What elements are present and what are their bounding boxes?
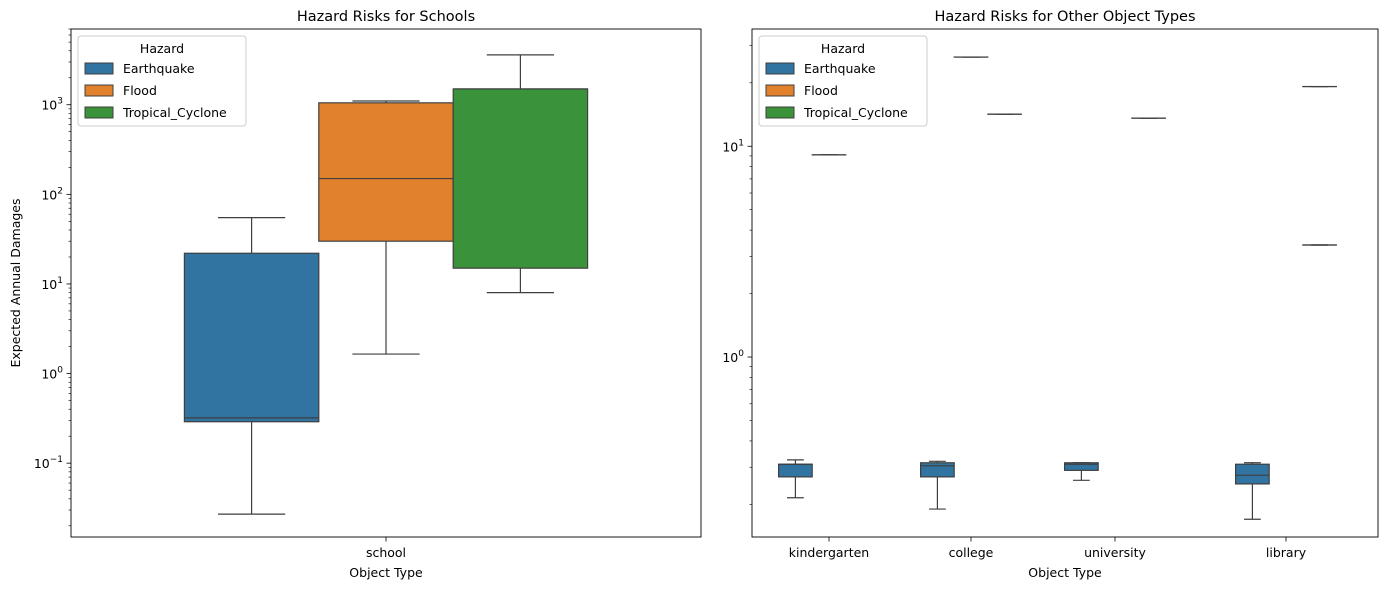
chart-title: Hazard Risks for Other Object Types xyxy=(934,9,1195,25)
y-tick-label: 10−1 xyxy=(34,455,63,471)
box-earthquake-school xyxy=(183,217,320,515)
legend-title: Hazard xyxy=(821,41,865,56)
legend: Hazard Earthquake Flood Tropical_Cyclone xyxy=(758,35,928,127)
x-axis-label: Object Type xyxy=(349,565,423,580)
legend-label: Flood xyxy=(123,83,157,98)
legend-swatch-earthquake xyxy=(765,62,795,75)
box-body xyxy=(777,463,813,478)
x-tick-label: library xyxy=(1266,545,1307,560)
box-body xyxy=(318,102,454,242)
plot-frame xyxy=(751,28,1379,538)
x-axis-label: Object Type xyxy=(1028,565,1102,580)
x-tick-label: university xyxy=(1084,545,1146,560)
box-earthquake-college xyxy=(919,460,955,510)
box-body xyxy=(452,88,589,269)
legend-swatch-tropical-cyclone xyxy=(84,106,114,119)
legend-label: Tropical_Cyclone xyxy=(122,105,227,120)
legend: Hazard Earthquake Flood Tropical_Cyclone xyxy=(77,35,247,127)
box-body xyxy=(183,252,320,423)
box-tropical-cyclone-school xyxy=(452,54,589,294)
x-tick-label: kindergarten xyxy=(789,545,869,560)
legend-title: Hazard xyxy=(140,41,184,56)
x-tick-label: college xyxy=(949,545,994,560)
legend-swatch-tropical-cyclone xyxy=(765,106,795,119)
box-flood-school xyxy=(318,100,454,355)
chart-panel-1: 10−1 100 101 102 103 school Hazard Risks for S… xyxy=(8,9,702,580)
x-tick-label: school xyxy=(366,545,406,560)
y-tick-label: 100 xyxy=(41,366,63,382)
legend-swatch-flood xyxy=(765,84,795,97)
legend-label: Flood xyxy=(804,83,838,98)
legend-swatch-earthquake xyxy=(84,62,114,75)
box-earthquake-kindergarten xyxy=(777,459,813,499)
y-tick-label: 102 xyxy=(41,186,63,202)
chart-title: Hazard Risks for Schools xyxy=(297,9,475,25)
box-body xyxy=(1234,463,1270,485)
legend-frame xyxy=(77,35,247,127)
y-axis-label: Expected Annual Damages xyxy=(8,199,23,368)
y-tick-label: 103 xyxy=(41,97,63,113)
box-earthquake-library xyxy=(1234,462,1270,520)
chart-panel-2: 100 101 kindergarten college university libra… xyxy=(722,9,1379,580)
legend-label: Earthquake xyxy=(123,61,195,76)
legend-label: Tropical_Cyclone xyxy=(803,105,908,120)
legend-label: Earthquake xyxy=(804,61,876,76)
y-tick-label: 101 xyxy=(722,138,744,154)
box-earthquake-university xyxy=(1063,462,1099,481)
box-body xyxy=(919,462,955,478)
legend-swatch-flood xyxy=(84,84,114,97)
box-body xyxy=(1063,462,1099,471)
y-tick-label: 100 xyxy=(722,349,744,365)
legend-frame xyxy=(758,35,928,127)
y-tick-label: 101 xyxy=(41,276,63,292)
